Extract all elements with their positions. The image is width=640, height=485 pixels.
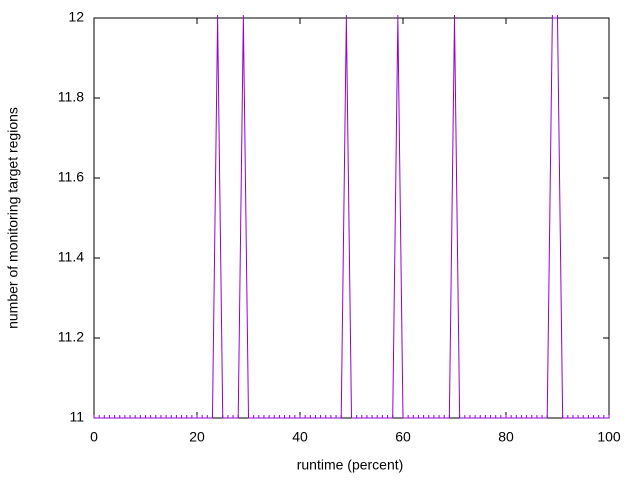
x-tick-label: 80 xyxy=(498,429,514,445)
x-axis-label: runtime (percent) xyxy=(297,457,404,473)
y-tick-label: 11.8 xyxy=(58,89,84,105)
plot-border xyxy=(93,17,610,419)
x-tick-label: 20 xyxy=(189,429,205,445)
y-tick-label: 11 xyxy=(69,409,84,425)
y-tick-label: 11.4 xyxy=(58,249,84,265)
x-tick-label: 0 xyxy=(90,429,98,445)
x-tick-label: 40 xyxy=(292,429,308,445)
x-tick-label: 60 xyxy=(395,429,411,445)
data-line xyxy=(94,17,609,419)
x-tick-label: 100 xyxy=(597,429,621,445)
y-tick-label: 11.2 xyxy=(58,329,84,345)
y-axis-label: number of monitoring target regions xyxy=(5,107,21,329)
y-tick-label: 12 xyxy=(68,9,84,25)
y-tick-label: 11.6 xyxy=(58,169,84,185)
